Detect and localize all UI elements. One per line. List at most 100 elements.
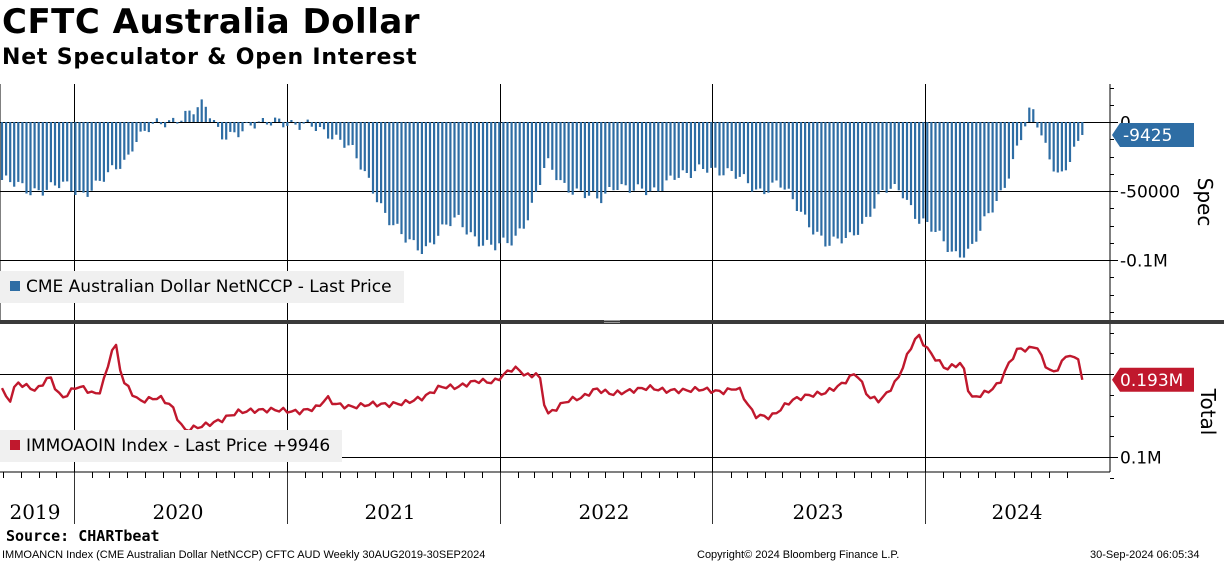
spec-bar [657, 122, 660, 192]
spec-bar [37, 122, 40, 191]
spec-bar [991, 122, 994, 213]
spec-bar [412, 122, 415, 241]
spec-bar [269, 122, 273, 126]
spec-bar [579, 122, 582, 191]
x-year-label-2022: 2022 [579, 500, 630, 524]
spec-bar [950, 122, 953, 252]
spec-bar [681, 122, 684, 171]
spec-bar [893, 122, 896, 184]
spec-bar [1032, 109, 1035, 122]
spec-bar [730, 122, 733, 171]
spec-bar [967, 122, 970, 249]
spec-bar [563, 122, 566, 183]
spec-bar [1007, 122, 1010, 179]
spec-bar [70, 122, 73, 192]
spec-bar [999, 122, 1002, 191]
spec-bar [673, 122, 676, 180]
spec-bar [820, 122, 823, 236]
spec-bar [824, 122, 827, 247]
spec-bar [539, 122, 542, 185]
spec-bar [449, 122, 452, 227]
spec-bar [396, 122, 399, 224]
spec-bar [74, 122, 77, 195]
spec-bar [5, 122, 8, 176]
spec-bar [274, 117, 277, 122]
panel-divider-grip [604, 320, 620, 321]
spec-bar [1048, 122, 1051, 160]
spec-bar [58, 122, 61, 189]
spec-bar [241, 122, 244, 132]
spec-bar [506, 122, 509, 244]
spec-bar [1028, 107, 1031, 122]
total-tick-label: 0.1M [1120, 449, 1162, 469]
spec-bar [836, 122, 839, 239]
spec-axis-title: Spec [1193, 178, 1217, 227]
spec-bar [942, 122, 945, 242]
spec-bar [812, 122, 815, 235]
spec-bar [722, 122, 725, 176]
spec-bar [314, 122, 317, 131]
total-axis-title: Total [1196, 388, 1220, 436]
spec-bar [119, 122, 122, 169]
spec-bar [363, 122, 366, 172]
spec-bar [249, 122, 252, 126]
spec-bar [66, 122, 69, 182]
spec-bar [453, 122, 456, 218]
spec-bar [543, 122, 546, 168]
spec-bar [282, 122, 285, 128]
spec-bar [245, 122, 248, 123]
spec-bar [380, 122, 383, 204]
spec-bar [804, 122, 807, 215]
spec-bar [339, 122, 342, 140]
spec-bar [909, 122, 913, 206]
spec-bar [592, 122, 595, 192]
spec-bar [1020, 122, 1023, 141]
total-last-value-label: 0.193M [1120, 371, 1183, 391]
spec-bar [151, 122, 154, 124]
x-year-label-2021: 2021 [365, 500, 416, 524]
spec-bar [848, 122, 851, 233]
spec-bar [653, 122, 656, 188]
spec-bar [795, 122, 798, 211]
spec-bar [685, 122, 688, 173]
spec-bar [86, 122, 89, 197]
spec-bar [1003, 122, 1006, 188]
spec-bar [477, 122, 480, 247]
spec-bar [600, 122, 603, 204]
spec-bar [938, 122, 941, 231]
spec-bar [481, 122, 485, 246]
spec-bar [702, 122, 705, 169]
spec-bar [82, 122, 85, 193]
spec-bar [306, 119, 309, 122]
spec-bar [767, 122, 770, 193]
spec-bar [983, 122, 986, 217]
spec-bar [257, 121, 260, 123]
spec-bar [742, 122, 745, 175]
spec-bar [469, 122, 472, 233]
spec-bar [1040, 122, 1043, 136]
spec-bar [881, 122, 884, 190]
spec-bar [180, 120, 183, 122]
spec-bar [714, 122, 717, 168]
spec-bar [1024, 122, 1027, 127]
spec-bar [604, 122, 607, 194]
x-year-label-2023: 2023 [793, 500, 844, 524]
spec-bar [367, 122, 370, 178]
spec-bar [237, 122, 240, 138]
spec-bar [135, 122, 138, 142]
spec-bar [384, 122, 387, 213]
spec-bar [21, 122, 24, 184]
spec-bar [404, 122, 407, 243]
spec-bar [9, 122, 12, 183]
spec-bar [755, 122, 758, 190]
spec-bar [901, 122, 904, 199]
spec-bar [265, 122, 269, 125]
source-label: Source: CHARTbeat [6, 527, 160, 545]
spec-bar [889, 122, 892, 189]
legend-spec-swatch [10, 281, 20, 291]
spec-bar [612, 122, 615, 191]
spec-bar [828, 122, 831, 246]
spec-bar [510, 122, 513, 246]
spec-bar [816, 122, 819, 232]
spec-bar [799, 122, 803, 212]
